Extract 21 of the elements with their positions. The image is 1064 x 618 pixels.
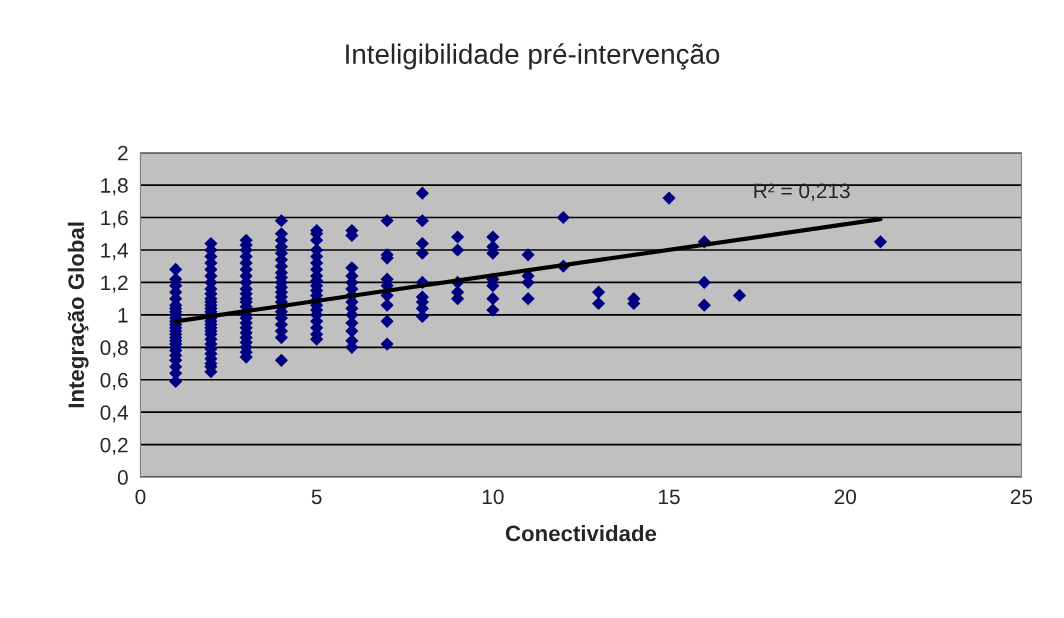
y-tick-label: 1,6 [101, 210, 128, 228]
chart-title: Inteligibilidade pré-intervenção [346, 43, 720, 70]
y-tick-label: 1,8 [101, 178, 128, 196]
y-tick-label: 0 [117, 470, 128, 485]
y-tick-label: 0,8 [100, 340, 128, 358]
y-tick-label: 1,4 [101, 243, 129, 261]
x-axis-title: Conectividade [505, 524, 657, 542]
annotation: R² = 0,213 [754, 183, 850, 201]
x-tick-label: 0 [135, 489, 146, 505]
x-tick-label: 25 [1010, 489, 1033, 505]
y-tick-label: 2 [118, 145, 128, 161]
y-tick-label: 0,6 [100, 372, 128, 390]
x-tick-label: 15 [659, 489, 680, 505]
x-tick-label: 10 [482, 489, 504, 505]
y-tick-label: 0,2 [100, 437, 128, 455]
x-tick-label: 5 [311, 489, 322, 505]
x-tick-label: 20 [834, 489, 857, 505]
y-tick-label: 1,2 [101, 275, 128, 293]
y-axis-title: Integração Global [67, 222, 89, 408]
y-tick-label: 0,4 [100, 405, 129, 423]
y-tick-label: 1 [118, 308, 128, 323]
